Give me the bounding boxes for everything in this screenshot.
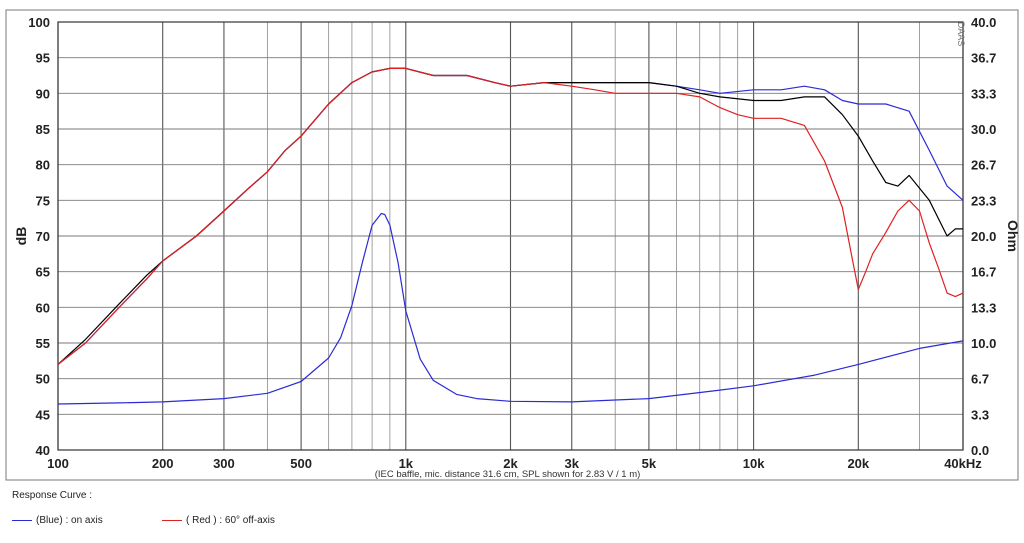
x-tick-label: 40kHz [944, 456, 982, 471]
y-tick-label: 85 [36, 122, 50, 137]
x-tick-label: 3k [565, 456, 580, 471]
y2-tick-label: 6.7 [971, 371, 989, 386]
watermark-text: DAAS [956, 22, 966, 47]
y2-tick-label: 16.7 [971, 264, 996, 279]
y2-tick-label: 13.3 [971, 301, 996, 316]
y2-axis-label: Ohm [1005, 220, 1021, 252]
y-tick-label: 80 [36, 158, 50, 173]
y-axis-label: dB [13, 227, 29, 246]
x-tick-label: 10k [743, 456, 765, 471]
chart-svg: 40 45 50 55 60 65 70 75 80 85 90 95 100 0.0 3.3 6.7 10.0… [5, 9, 1021, 481]
y-tick-label: 95 [36, 51, 50, 66]
y-tick-label: 65 [36, 265, 50, 280]
legend-title: Response Curve : [12, 490, 93, 501]
legend-item-red: ( Red ) : 60° off-axis [162, 515, 275, 526]
x-tick-label: 5k [642, 456, 657, 471]
x-tick-label: 300 [213, 456, 235, 471]
y-tick-label: 75 [36, 193, 50, 208]
y2-tick-label: 0.0 [971, 443, 989, 458]
series-off-axis-60-line [57, 67, 964, 365]
y2-tick-label: 10.0 [971, 336, 996, 351]
legend-item-blue: (Blue) : on axis [12, 515, 103, 526]
y2-tick-label: 26.7 [971, 157, 996, 172]
y2-tick-label: 33.3 [971, 87, 996, 102]
x-tick-label: 200 [152, 456, 174, 471]
series-impedance-line [57, 212, 964, 405]
legend: Response Curve : (Blue) : on axis ( Red … [0, 484, 1024, 543]
frequency-response-chart: 40 45 50 55 60 65 70 75 80 85 90 95 100 0.0 3.3 6.7 10.0… [5, 9, 1021, 481]
y-tick-label: 90 [36, 86, 50, 101]
y-tick-label: 60 [36, 300, 50, 315]
legend-swatch-blue [12, 520, 32, 521]
y-tick-label: 55 [36, 336, 50, 351]
legend-swatch-red [162, 520, 182, 521]
x-tick-label: 20k [847, 456, 869, 471]
y2-tick-label: 23.3 [971, 194, 996, 209]
y2-tick-label: 40.0 [971, 15, 996, 30]
y-tick-label: 70 [36, 229, 50, 244]
x-tick-label: 2k [503, 456, 518, 471]
y-tick-label: 50 [36, 372, 50, 387]
y-tick-label: 45 [36, 407, 50, 422]
y-tick-label: 40 [36, 443, 50, 458]
footnote-text: (IEC baffle, mic. distance 31.6 cm, SPL … [375, 469, 641, 480]
y2-tick-label: 20.0 [971, 229, 996, 244]
legend-label-blue: (Blue) : on axis [36, 515, 103, 526]
y2-tick-label: 36.7 [971, 50, 996, 65]
x-tick-label: 100 [47, 456, 69, 471]
plot-border [57, 21, 964, 451]
y2-tick-label: 30.0 [971, 122, 996, 137]
y2-tick-label: 3.3 [971, 408, 989, 423]
x-tick-label: 500 [290, 456, 312, 471]
x-tick-label: 1k [399, 456, 414, 471]
y-tick-label: 100 [28, 15, 50, 30]
legend-label-red: ( Red ) : 60° off-axis [186, 515, 275, 526]
